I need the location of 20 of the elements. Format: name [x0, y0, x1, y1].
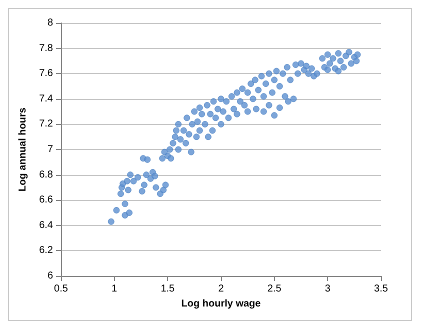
x-tick-label: 0.5 [54, 284, 68, 294]
x-tick-label: 3.5 [374, 284, 388, 294]
x-axis-title: Log hourly wage [181, 298, 262, 310]
x-tick-label: 2 [218, 284, 224, 294]
y-tick-label: 8 [47, 18, 54, 28]
x-tick-label: 1 [112, 284, 118, 294]
y-tick-label: 6.2 [39, 245, 54, 256]
x-tick-label: 2.5 [267, 284, 282, 294]
y-axis-title: Log annual hours [18, 107, 29, 192]
y-tick-label: 6.8 [39, 169, 54, 180]
x-tick-label: 3 [324, 284, 331, 294]
y-tick-label: 6 [47, 270, 54, 282]
y-tick-label: 6.4 [39, 220, 54, 231]
x-tick-label: 1.5 [160, 284, 176, 294]
y-tick-label: 7.4 [39, 93, 54, 104]
y-tick-label: 7.8 [39, 42, 54, 54]
y-tick-label: 7 [47, 144, 54, 155]
y-tick-label: 7.2 [39, 118, 54, 130]
y-tick-label: 6.6 [39, 194, 54, 206]
y-tick-label: 7.6 [39, 68, 54, 80]
